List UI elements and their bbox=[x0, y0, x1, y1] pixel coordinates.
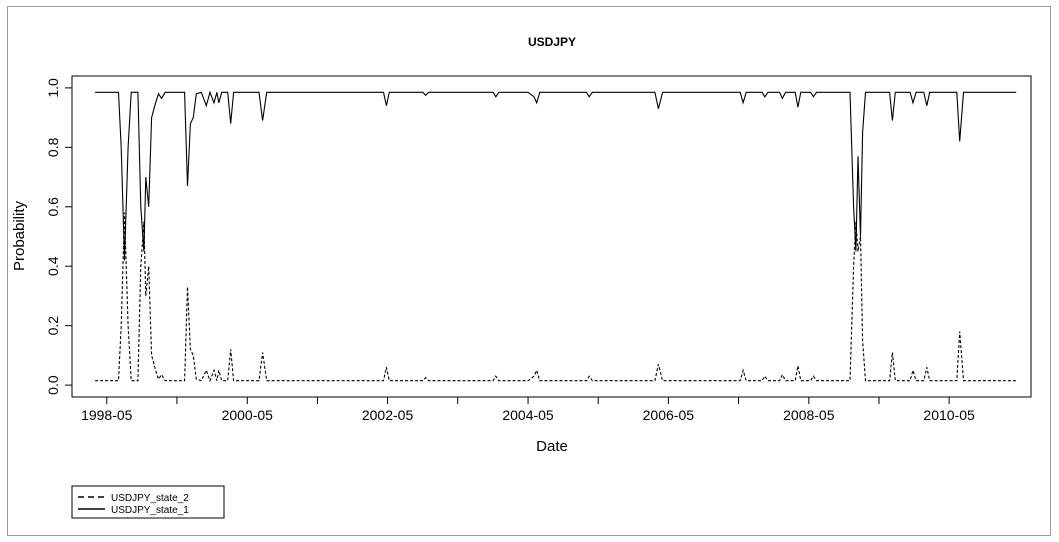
y-tick-label: 0.8 bbox=[45, 137, 61, 157]
chart-title: USDJPY bbox=[528, 35, 576, 49]
y-tick-label: 0.4 bbox=[45, 256, 61, 276]
legend-box bbox=[71, 485, 225, 519]
y-tick-label: 0.6 bbox=[45, 197, 61, 217]
x-tick-label: 2004-05 bbox=[502, 407, 554, 423]
series-layer bbox=[95, 90, 1017, 383]
x-tick-label: 2002-05 bbox=[362, 407, 414, 423]
series-line-state-2 bbox=[95, 212, 1017, 383]
legend-label-state-1: USDJPY_state_1 bbox=[111, 505, 189, 516]
y-tick-label: 1.0 bbox=[45, 78, 61, 98]
legend: USDJPY_state_2 USDJPY_state_1 bbox=[71, 485, 225, 519]
y-tick-label: 0.2 bbox=[45, 316, 61, 336]
x-axis: 1998-05 2000-05 2002-05 2004-05 2006-05 2008-… bbox=[81, 397, 975, 423]
y-tick-label: 0.0 bbox=[45, 375, 61, 395]
x-tick-label: 2008-05 bbox=[783, 407, 835, 423]
legend-label-state-2: USDJPY_state_2 bbox=[111, 493, 189, 504]
x-tick-label: 2010-05 bbox=[923, 407, 975, 423]
x-tick-label: 2000-05 bbox=[222, 407, 274, 423]
plot-frame bbox=[7, 6, 1051, 536]
x-tick-label: 1998-05 bbox=[81, 407, 133, 423]
series-line-state-1 bbox=[95, 90, 1017, 261]
plot-area bbox=[71, 75, 1032, 398]
x-axis-label: Date bbox=[536, 438, 568, 455]
y-axis: 0.0 0.2 0.4 0.6 0.8 1.0 bbox=[45, 78, 72, 395]
x-tick-label: 2006-05 bbox=[643, 407, 695, 423]
y-axis-label: Probability bbox=[11, 200, 28, 271]
